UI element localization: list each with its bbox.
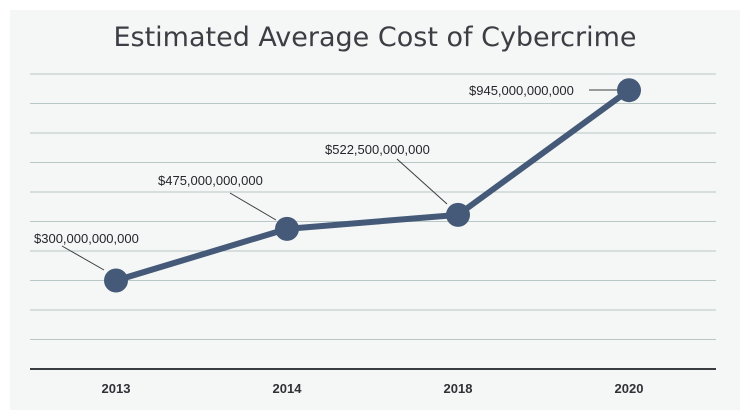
- data-label: $300,000,000,000: [34, 231, 139, 246]
- series-line: [113, 87, 632, 284]
- data-point: [617, 78, 641, 103]
- data-point: [275, 216, 299, 241]
- label-leader-line: [396, 158, 448, 205]
- x-tick-label: 2014: [273, 381, 303, 396]
- data-label: $475,000,000,000: [158, 173, 263, 188]
- label-leader-line: [61, 245, 105, 271]
- x-tick-label: 2020: [615, 381, 644, 396]
- x-tick-label: 2013: [102, 381, 131, 396]
- data-label: $522,500,000,000: [325, 142, 430, 157]
- label-leader-line: [229, 192, 277, 221]
- chart-title: Estimated Average Cost of Cybercrime: [113, 22, 637, 53]
- data-point: [446, 202, 470, 227]
- chart-background: [10, 10, 740, 410]
- data-point: [104, 268, 128, 293]
- x-tick-label: 2018: [444, 381, 473, 396]
- data-label: $945,000,000,000: [469, 83, 574, 98]
